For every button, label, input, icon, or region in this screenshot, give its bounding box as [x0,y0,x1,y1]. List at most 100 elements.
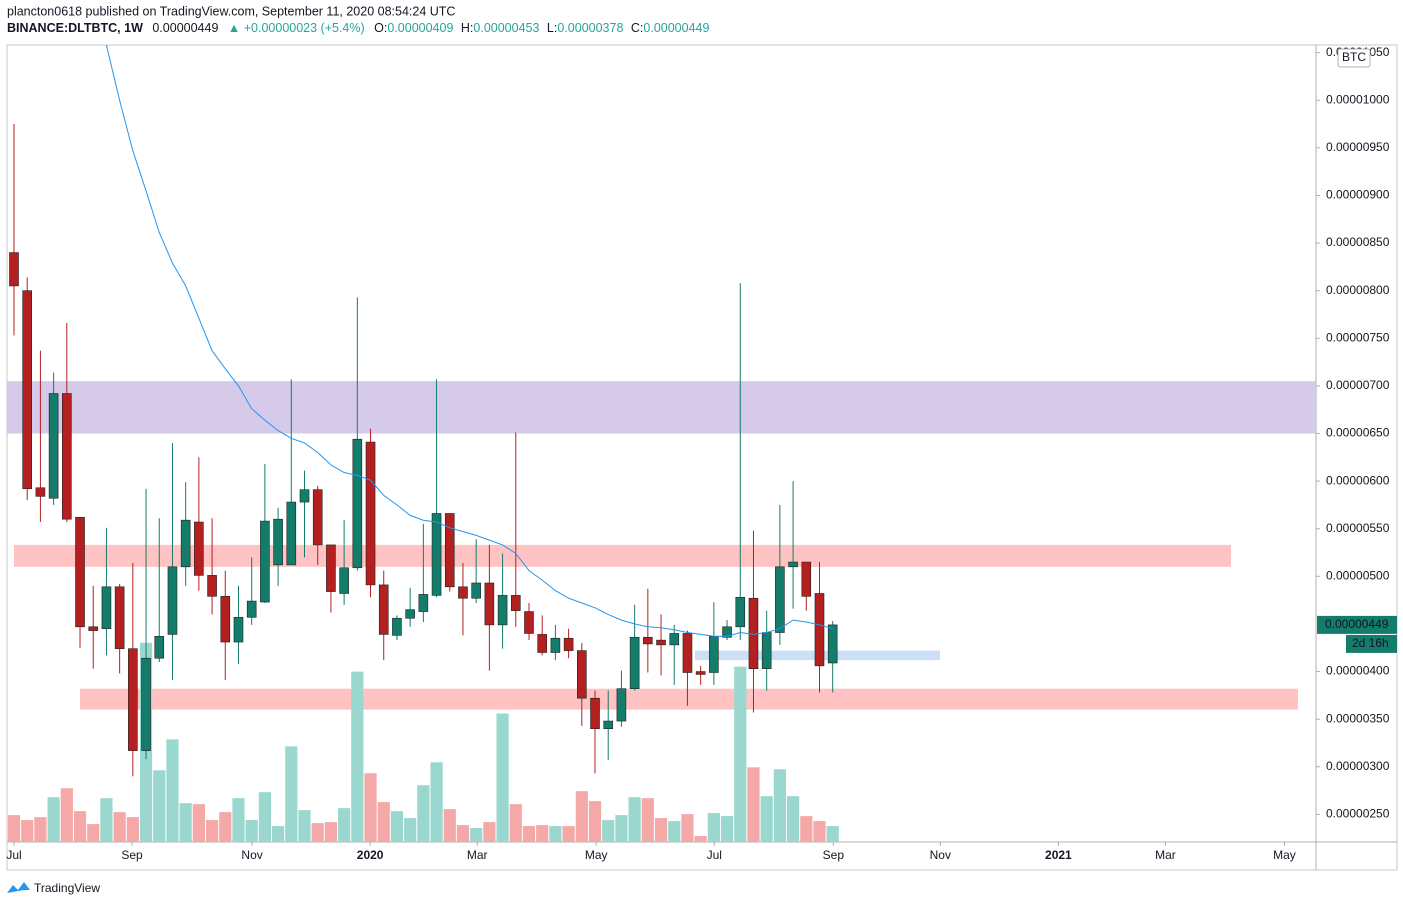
x-tick-label: Jul [707,848,722,862]
volume-bar [245,820,258,842]
frame [6,44,1398,871]
volume-bar [470,828,483,842]
volume-bar [707,813,720,842]
candle-body [339,567,349,594]
x-tick-label: May [585,848,608,862]
candle-body [616,688,627,722]
volume-bar [773,769,786,842]
candle-body [431,513,442,596]
y-tick-label: 0.00000400 [1326,664,1390,678]
candle-body [537,634,547,653]
volume-bar [271,826,285,842]
candle-body [114,586,125,650]
candle-body [128,648,138,751]
volume-bar [615,815,628,842]
header-line: BINANCE:DLTBTC, 1W 0.00000449 ▲ +0.00000… [7,21,709,35]
candle-body [141,657,151,751]
countdown: 2d 16h [1352,636,1389,650]
logo: TradingView [7,881,100,895]
candle-body [643,636,653,645]
volume-bar [430,762,443,842]
x-tick-label: Mar [1155,848,1176,862]
x-tick-label: 2020 [357,848,384,862]
y-tick-label: 0.00000600 [1326,473,1390,487]
candle-body [524,611,534,634]
logo-icon [7,882,30,893]
volume-bar [298,810,311,842]
y-tick-label: 0.00001000 [1326,92,1390,106]
candle-body [550,637,561,653]
candle-body [246,600,257,618]
c-label: C: [631,21,644,35]
l: 0.00000378 [557,21,623,35]
candle-body [326,544,336,592]
volume-bar [417,785,430,842]
x-tick-label: Sep [121,848,143,862]
candle-body [75,516,85,628]
y-tick-label: 0.00000250 [1326,807,1390,821]
x-tick-label: Sep [823,848,845,862]
y-tick-label: 0.00000700 [1326,378,1390,392]
last: 0.00000449 [152,21,218,35]
volume-bar [377,802,390,842]
volume-bar [654,818,668,842]
volume-bar [747,767,760,842]
volume-bar [338,808,351,842]
volume-bar [443,809,456,842]
volume-bar [575,791,588,842]
candle-body [603,720,614,729]
symbol: BINANCE:DLTBTC, 1W [7,21,143,35]
candle-body [9,252,19,287]
volume-bar [826,826,839,842]
h: 0.00000453 [473,21,539,35]
candle-body [233,616,244,643]
volume-bar [153,770,166,842]
volume-bar [734,666,747,842]
candle-body [497,595,508,626]
candle-body [62,393,72,520]
candle-body [590,697,600,729]
currency-box [1337,48,1371,68]
y-tick-label: 0.00000500 [1326,569,1390,583]
candle-body [510,595,521,611]
y-tick-label: 0.00000750 [1326,330,1390,344]
o-label: O: [374,21,387,35]
h-label: H: [461,21,474,35]
candle-body [471,582,481,599]
volume-bar [166,739,179,842]
volume-bar [60,788,73,842]
candle-body [775,566,785,633]
y-tick-label: 0.00000550 [1326,521,1390,535]
y-tick-label: 0.00000900 [1326,188,1390,202]
candle-body [458,586,468,599]
candle-body [629,636,640,689]
candle-body [682,633,693,673]
volume-bar [126,817,139,842]
zone [80,688,1298,710]
zone [7,381,1316,434]
volume-bar [390,811,404,842]
volume-bar [73,811,87,842]
currency: BTC [1342,50,1366,64]
volume-bar [179,803,192,842]
volume-bar [509,804,522,842]
x-tick-label: 2021 [1045,848,1072,862]
volume-bar [562,826,575,842]
y-tick-label: 0.00000650 [1326,426,1390,440]
countdown-box [1346,634,1397,653]
change: ▲ +0.00000023 (+5.4%) [228,21,365,35]
y-tick-label: 0.00000800 [1326,283,1390,297]
volume-bar [404,818,417,842]
y-tick-label: 0.00000950 [1326,140,1390,154]
candle-body [392,617,402,636]
volume-bar [311,823,324,842]
candle-body [286,501,297,566]
volume-bar [113,812,126,842]
candle-body [207,575,217,597]
volume-bar [364,773,377,842]
candle-body [22,290,33,490]
candle-body [405,609,415,619]
candle-body [444,513,455,588]
candle-body [801,561,812,597]
